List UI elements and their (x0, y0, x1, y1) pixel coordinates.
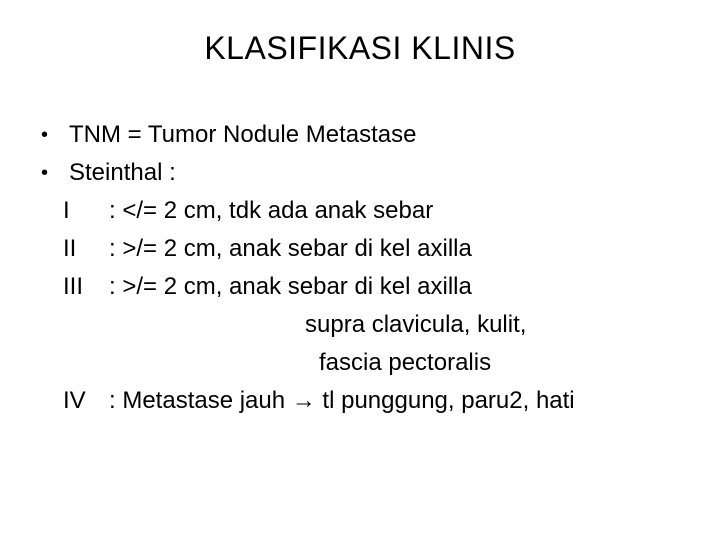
stage-text: : Metastase jauh → tl punggung, paru2, h… (109, 383, 685, 419)
stage-3-line3: fascia pectoralis (35, 345, 685, 381)
bullet-text: Steinthal : (69, 155, 685, 191)
bullet-text: TNM = Tumor Nodule Metastase (69, 117, 685, 153)
stage-text: : </= 2 cm, tdk ada anak sebar (109, 193, 685, 229)
stage-label: III (63, 269, 109, 305)
stage-text: : >/= 2 cm, anak sebar di kel axilla (109, 231, 685, 267)
stage-label: I (63, 193, 109, 229)
slide-content: • TNM = Tumor Nodule Metastase • Steinth… (35, 117, 685, 419)
stage-row-1: I : </= 2 cm, tdk ada anak sebar (35, 193, 685, 229)
bullet-marker: • (35, 155, 69, 191)
slide-title: KLASIFIKASI KLINIS (35, 30, 685, 67)
bullet-marker: • (35, 117, 69, 153)
stage-3-line2: supra clavicula, kulit, (35, 307, 685, 343)
slide: KLASIFIKASI KLINIS • TNM = Tumor Nodule … (0, 0, 720, 540)
stage-label: II (63, 231, 109, 267)
stage-row-3: III : >/= 2 cm, anak sebar di kel axilla (35, 269, 685, 305)
bullet-item-2: • Steinthal : (35, 155, 685, 191)
stage-text: : >/= 2 cm, anak sebar di kel axilla (109, 269, 685, 305)
stage-row-4: IV : Metastase jauh → tl punggung, paru2… (35, 383, 685, 419)
stage-label: IV (63, 383, 109, 419)
stage-row-2: II : >/= 2 cm, anak sebar di kel axilla (35, 231, 685, 267)
bullet-item-1: • TNM = Tumor Nodule Metastase (35, 117, 685, 153)
